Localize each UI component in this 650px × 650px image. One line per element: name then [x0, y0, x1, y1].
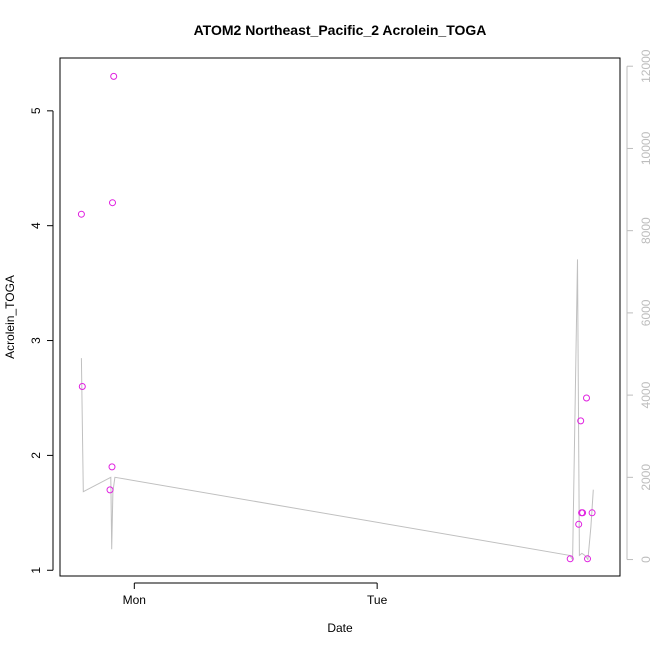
- data-point: [577, 417, 585, 425]
- chart-title: ATOM2 Northeast_Pacific_2 Acrolein_TOGA: [194, 22, 487, 38]
- data-point: [78, 383, 86, 390]
- left-axis: 1 2 3 4 5: [29, 107, 54, 574]
- x-tick-label: Tue: [367, 593, 388, 607]
- series-line: [80, 259, 594, 562]
- right-tick-label: 8000: [639, 217, 650, 244]
- right-tick-label: 4000: [639, 381, 650, 408]
- right-tick-label: 10000: [639, 131, 650, 165]
- data-point: [108, 463, 116, 471]
- right-axis: 0 2000 4000 6000 8000 10000 12000: [626, 49, 650, 563]
- data-point: [566, 555, 574, 563]
- left-tick-label: 1: [29, 567, 43, 574]
- data-point: [575, 520, 583, 528]
- right-tick-label: 12000: [639, 49, 650, 83]
- bottom-axis: Mon Tue: [123, 582, 388, 607]
- right-tick-label: 6000: [639, 299, 650, 326]
- series-line-group: [80, 259, 594, 562]
- left-tick-label: 4: [29, 222, 43, 229]
- plot-frame: [59, 57, 621, 577]
- data-point: [77, 210, 85, 218]
- series-points-group: [77, 72, 596, 563]
- left-tick-label: 5: [29, 107, 43, 114]
- left-tick-label: 2: [29, 452, 43, 459]
- x-axis-title: Date: [327, 621, 353, 635]
- data-point: [109, 199, 116, 207]
- x-tick-label: Mon: [123, 593, 146, 607]
- right-tick-label: 0: [639, 556, 650, 563]
- right-tick-label: 2000: [639, 464, 650, 491]
- data-point: [110, 72, 118, 80]
- data-point: [588, 509, 596, 517]
- data-point: [106, 486, 114, 494]
- data-point: [579, 509, 587, 517]
- y-axis-title: Acrolein_TOGA: [3, 275, 17, 359]
- data-point: [584, 555, 591, 563]
- data-point: [583, 394, 590, 402]
- left-tick-label: 3: [29, 337, 43, 344]
